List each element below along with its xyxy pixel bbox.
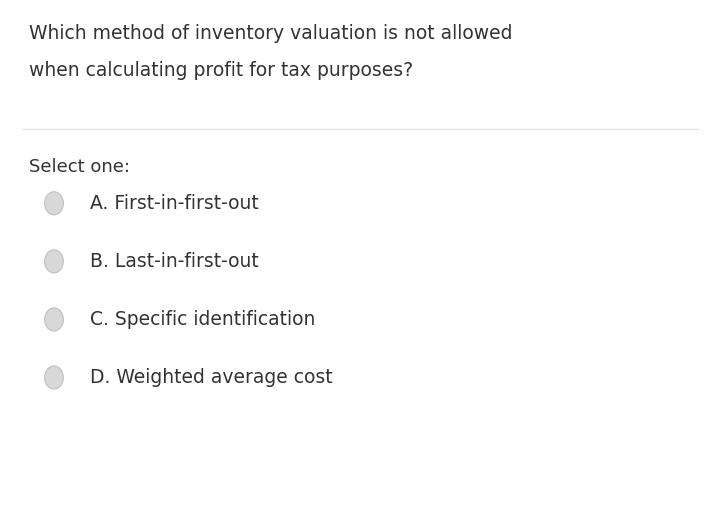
Text: A. First-in-first-out: A. First-in-first-out xyxy=(90,194,258,213)
Text: B. Last-in-first-out: B. Last-in-first-out xyxy=(90,252,258,271)
Text: D. Weighted average cost: D. Weighted average cost xyxy=(90,368,333,387)
Ellipse shape xyxy=(45,192,63,215)
Ellipse shape xyxy=(45,366,63,389)
Text: Select one:: Select one: xyxy=(29,158,130,176)
Text: Which method of inventory valuation is not allowed: Which method of inventory valuation is n… xyxy=(29,24,513,43)
Text: when calculating profit for tax purposes?: when calculating profit for tax purposes… xyxy=(29,61,413,80)
Ellipse shape xyxy=(45,250,63,273)
Ellipse shape xyxy=(45,308,63,331)
Text: C. Specific identification: C. Specific identification xyxy=(90,310,315,329)
